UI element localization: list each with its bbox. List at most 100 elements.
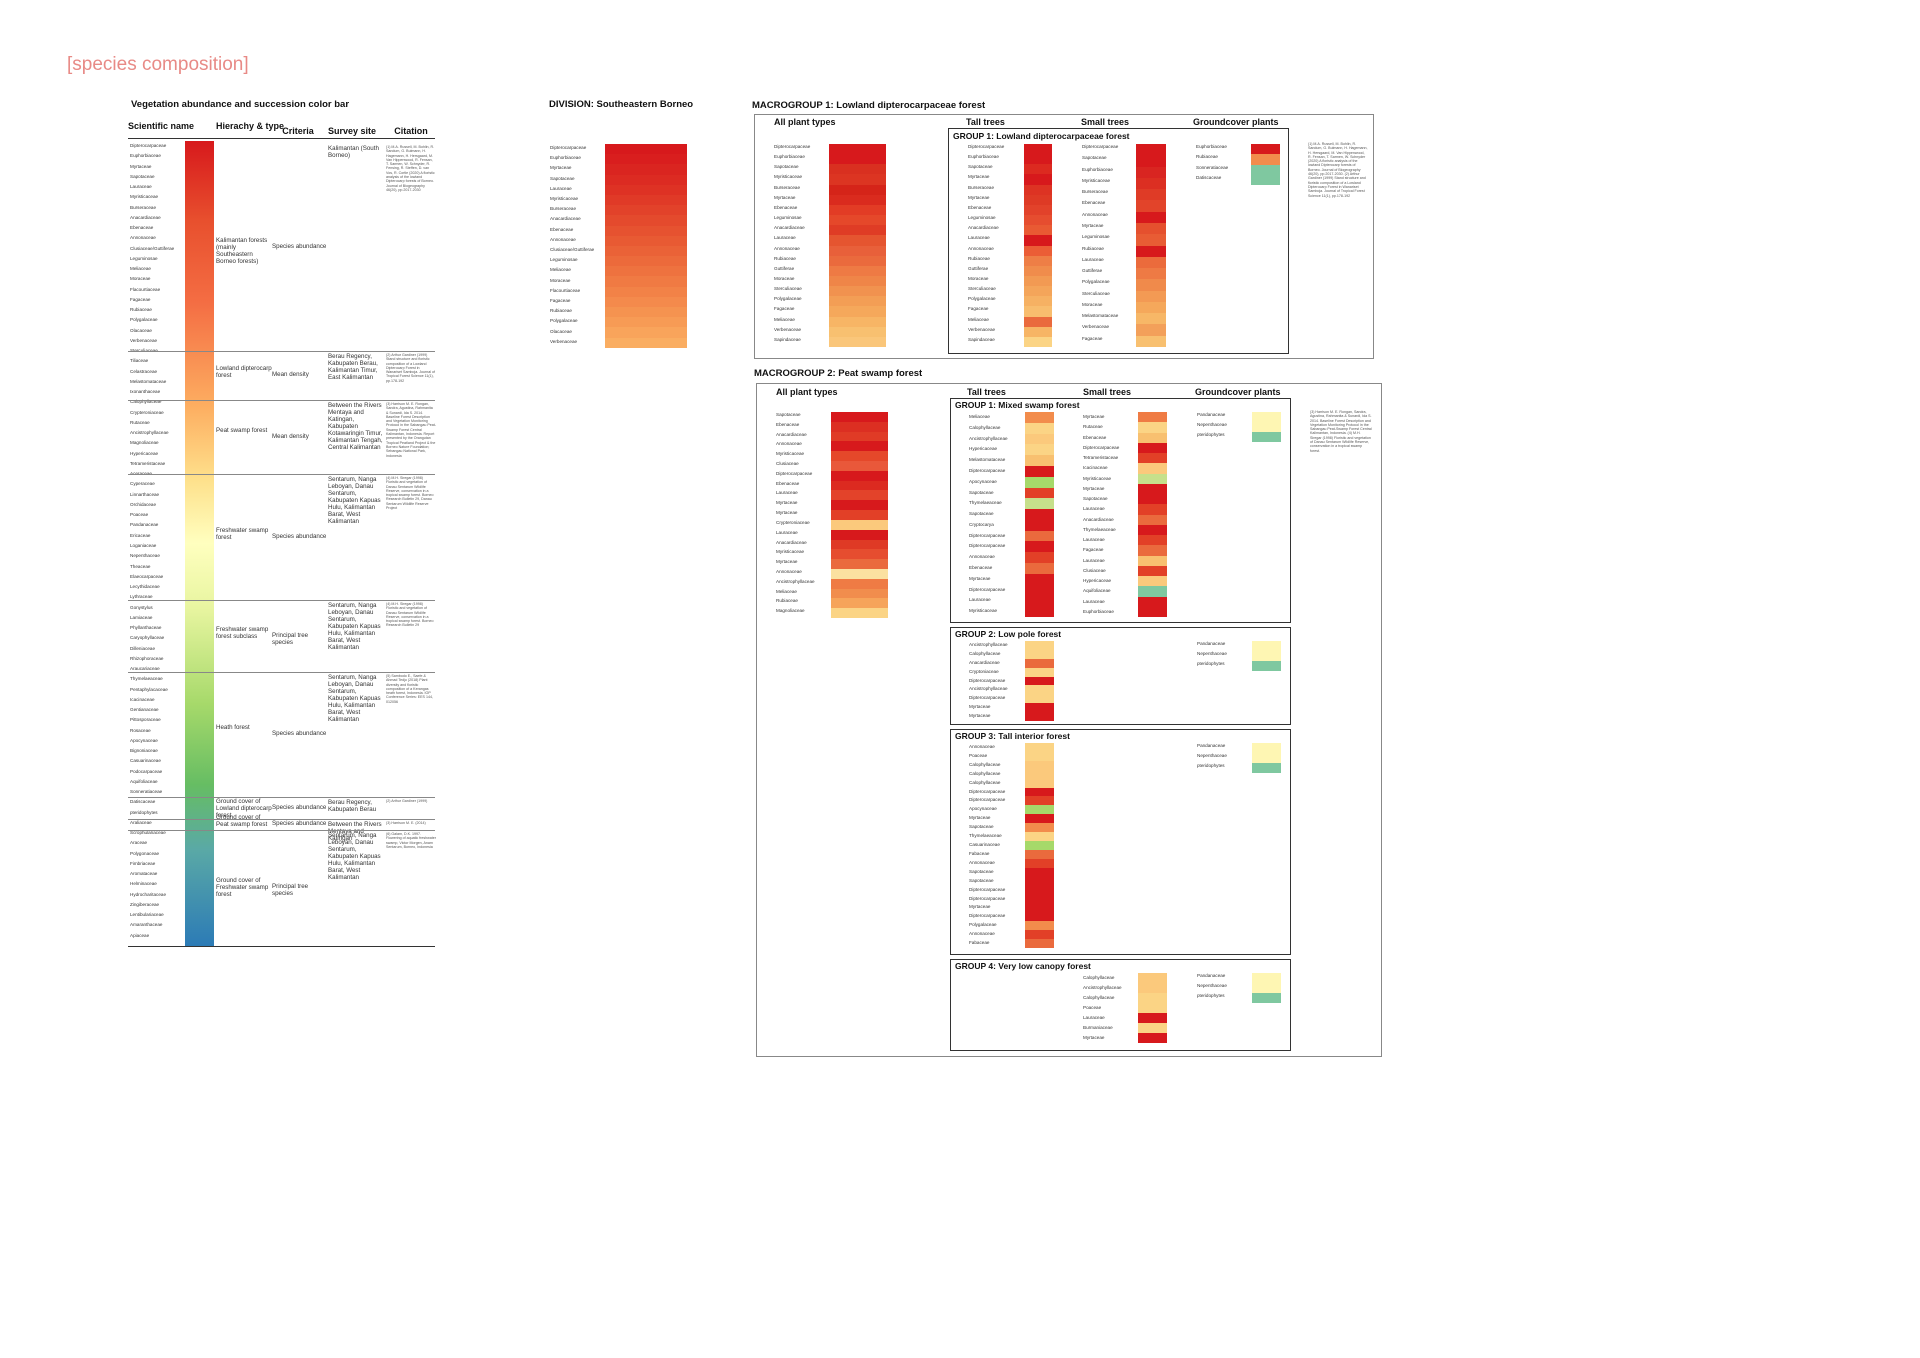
mg2-small-name: Myrtaceae	[1083, 1035, 1105, 1040]
mg1-all-name: Guttiferae	[774, 265, 795, 271]
mg2-tall-cell	[1025, 912, 1054, 922]
legend-name: Araceae	[130, 840, 148, 846]
division-name: Polygalaceae	[550, 318, 578, 324]
legend-name: Dipterocarpaceae	[130, 143, 167, 148]
mg2-all-cell	[831, 412, 888, 423]
legend-name: Thymelaeaceae	[130, 676, 163, 682]
mg2-small-cell	[1138, 1033, 1167, 1044]
mg2-tall-cell	[1025, 939, 1054, 949]
legend-name: Nepenthaceae	[130, 553, 160, 559]
mg1-tall-cell	[1024, 144, 1052, 155]
mg2-small-name: Ancistrophyllaceae	[1083, 985, 1122, 990]
mg1-all-cell	[829, 174, 886, 185]
mg1-small-name: Myrtaceae	[1082, 222, 1104, 228]
mg1-small-name: Lauraceae	[1082, 256, 1104, 262]
division-name: Sapotaceae	[550, 175, 575, 181]
division-color-cell	[605, 256, 687, 267]
mg2-ground-cell	[1252, 422, 1281, 433]
mg2-tall-name: Lauraceae	[969, 597, 991, 603]
mg2-ground-name: Pandanaceae	[1197, 412, 1226, 417]
mg1-tall-name: Moraceae	[968, 275, 989, 281]
legend-row-citation: (4) M.H. Siregar (1998) Floristic and ve…	[386, 476, 434, 511]
mg2-ground-cell	[1252, 993, 1281, 1004]
mg2-tall-name: Myrtaceae	[969, 575, 991, 581]
legend-name: Bignoniaceae	[130, 748, 158, 754]
legend-name: Hydrocharitaceae	[130, 891, 167, 897]
mg2-all-cell	[831, 490, 888, 501]
legend-row-criteria: Species abundance	[272, 242, 327, 250]
mg2-tall-cell	[1025, 422, 1054, 434]
mg1-small-name: Leguminosae	[1082, 234, 1110, 240]
mg2-tall-name: Thymelaeaceae	[969, 500, 1002, 506]
mg2-all-name: Annonaceae	[776, 441, 802, 447]
legend-name: Podocarpaceae	[130, 768, 163, 774]
mg2-small-name: Burmaniaceae	[1083, 1025, 1113, 1030]
mg2-small-name: Lauraceae	[1083, 506, 1105, 512]
mg1-tall-name: Polygalaceae	[968, 296, 996, 302]
mg2-tall-name: Calophyllaceae	[969, 424, 1001, 430]
legend-name: Icacinaceae	[130, 696, 155, 702]
legend-name: Rosaceae	[130, 727, 151, 733]
mg2-tall-name: Ancistrophyllaceae	[969, 435, 1008, 441]
mg2-small-cell	[1138, 463, 1167, 474]
mg1-small-cell	[1136, 313, 1166, 325]
mg2-small-cell	[1138, 606, 1167, 618]
header-scientific-name: Scientific name	[128, 121, 195, 131]
mg2-ground-cell	[1252, 661, 1281, 672]
mg2-ground-cell	[1252, 753, 1281, 764]
mg1-small-name: Guttiferae	[1082, 268, 1103, 274]
mg2-small-name: Lauraceae	[1083, 598, 1105, 604]
legend-row-divider	[128, 351, 435, 352]
division-name: Annonaceae	[550, 236, 576, 242]
mg2-tall-name: Dipterocarpaceae	[969, 677, 1006, 683]
mg2-small-name: Fagaceae	[1083, 547, 1104, 553]
legend-row-criteria: Principal tree species	[272, 631, 309, 646]
legend-row-citation: (2) Arthur Gardiner (1999)	[386, 799, 428, 803]
mg2-small-name: Tetrameristaceae	[1083, 455, 1119, 460]
mg2-tall-name: Annonaceae	[969, 744, 995, 749]
mg2-tall-name: Calophyllaceae	[969, 650, 1001, 656]
division-color-cell	[605, 317, 687, 328]
legend-name: Lythraceae	[130, 594, 153, 600]
mg2-tall-name: Sapotaceae	[969, 877, 994, 883]
mg2-small-cell	[1138, 993, 1167, 1004]
mg2-small-name: Ebenaceae	[1083, 434, 1107, 440]
legend-row-divider	[128, 819, 435, 820]
mg1-all-name: Rubiaceae	[774, 255, 796, 261]
mg2-ground-cell	[1252, 651, 1281, 662]
mg2-tall-cell	[1025, 498, 1054, 510]
mg1-tall-cell	[1024, 184, 1052, 196]
mg2-small-name: Calophyllaceae	[1083, 995, 1115, 1000]
mg1-all-name: Verbenaceae	[774, 326, 802, 332]
mg1-all-name: Annonaceae	[774, 245, 800, 251]
mg1-small-cell	[1136, 301, 1166, 314]
mg2-tall-name: Annonaceae	[969, 931, 995, 937]
division-color-cell	[605, 174, 687, 185]
mg2-tall-cell	[1025, 712, 1054, 722]
mg2-tall-cell	[1025, 832, 1054, 842]
division-name: Burseraceae	[550, 206, 577, 212]
division-color-cell	[605, 144, 687, 155]
mg2-all-name: Crypteroniaceae	[776, 519, 810, 525]
mg1-tall-name: Annonaceae	[968, 245, 994, 251]
mg1-small-name: Fagaceae	[1082, 335, 1103, 341]
legend-row-type: Peat swamp forest	[216, 426, 268, 434]
legend-name: Apocynaceae	[130, 737, 158, 743]
mg2-small-name: Lauraceae	[1083, 1015, 1105, 1020]
legend-row-type: Heath forest	[216, 724, 250, 731]
legend-row-criteria: Mean density	[272, 371, 309, 378]
mg2-tall-name: Dipterocarpaceae	[969, 695, 1006, 701]
mg2-group-title: GROUP 3: Tall interior forest	[955, 731, 1070, 741]
mg2-citation: (3) Harrison M. E. Rongan, Sandra, Agust…	[1310, 410, 1372, 453]
mg2-tall-cell	[1025, 455, 1054, 467]
mg2-tall-cell	[1025, 769, 1054, 779]
legend-name: Elaeocarpaceae	[130, 573, 164, 579]
mg1-small-name: Dipterocarpaceae	[1082, 144, 1119, 149]
division-color-cell	[605, 286, 687, 297]
mg2-ground-cell	[1252, 743, 1281, 754]
mg1-tall-name: Lauraceae	[968, 235, 990, 241]
mg2-all-name: Ebenaceae	[776, 480, 800, 486]
legend-name: Hypericaceae	[130, 450, 159, 456]
mg1-tall-name: Verbenaceae	[968, 326, 996, 332]
mg2-tall-name: Dipterocarpaceae	[969, 895, 1006, 901]
